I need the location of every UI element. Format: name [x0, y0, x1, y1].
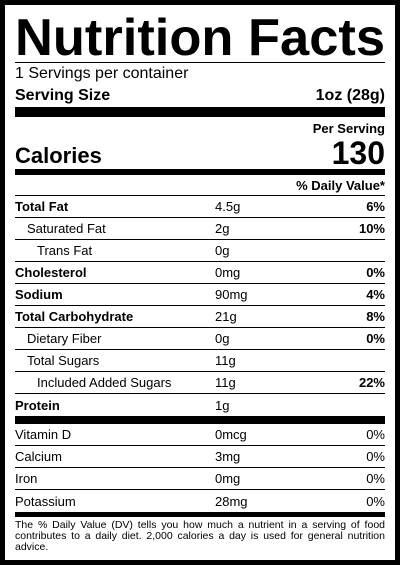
nutrient-name: Protein: [15, 397, 60, 413]
nutrient-row: Protein 1g: [15, 394, 385, 416]
nutrient-name: Sodium: [15, 287, 63, 302]
per-serving: Per Serving: [312, 121, 385, 136]
nutrient-amount: 0mg: [215, 471, 241, 486]
daily-value-header: % Daily Value*: [15, 175, 385, 196]
servings: 1 Servings per container: [15, 65, 189, 82]
nutrient-row: Total Carbohydrate 21g 8%: [15, 306, 385, 328]
nutrient-row: Potassium 28mg 0%: [15, 490, 385, 512]
nutrient-amount: 3mg: [215, 449, 241, 464]
serving-size-row: Serving Size 1oz (28g): [15, 85, 385, 107]
title-box: Nutrition Facts: [15, 9, 385, 63]
calories-value: 130: [331, 134, 385, 171]
nutrient-dv: 0%: [366, 427, 385, 442]
nutrient-row: Vitamin D 0mcg 0%: [15, 424, 385, 446]
nutrient-name: Potassium: [15, 493, 76, 509]
nutrient-dv: 0%: [366, 265, 385, 280]
title: Nutrition Facts: [15, 9, 385, 63]
nutrient-name: Cholesterol: [15, 265, 87, 280]
nutrient-amount: 90mg: [215, 287, 248, 302]
nutrient-row: Iron 0mg 0%: [15, 468, 385, 490]
nutrient-name: Calcium: [15, 449, 62, 464]
nutrient-name: Total Carbohydrate: [15, 309, 134, 324]
nutrient-amount: 1g: [215, 397, 230, 413]
nutrient-name: Dietary Fiber: [27, 331, 102, 346]
nutrient-row: Sodium 90mg 4%: [15, 284, 385, 306]
nutrient-amount: 28mg: [215, 493, 248, 509]
nutrient-name: Total Fat: [15, 199, 69, 214]
nutrient-dv: 10%: [358, 221, 385, 236]
nutrient-row: Dietary Fiber 0g 0%: [15, 328, 385, 350]
nutrient-amount: 21g: [215, 309, 237, 324]
nutrient-name: Trans Fat: [37, 243, 93, 258]
nutrient-amount: 4.5g: [215, 199, 241, 214]
vitamins: Vitamin D 0mcg 0% Calcium 3mg 0% Iron 0mg 0% Pota…: [15, 424, 385, 512]
nutrient-row: Trans Fat 0g: [15, 240, 385, 262]
nutrient-row: Calcium 3mg 0%: [15, 446, 385, 468]
nutrient-name: Included Added Sugars: [37, 375, 172, 390]
nutrient-row: Cholesterol 0mg 0%: [15, 262, 385, 284]
nutrient-dv: 0%: [366, 331, 385, 346]
footnote: The % Daily Value (DV) tells you how muc…: [15, 519, 385, 553]
nutrients: Total Fat 4.5g 6% Saturated Fat 2g 10% Trans F…: [15, 196, 385, 416]
nutrient-dv: 0%: [366, 449, 385, 464]
nutrient-dv: 0%: [366, 493, 385, 509]
nutrient-dv: 22%: [358, 375, 385, 390]
nutrient-amount: 0mcg: [215, 427, 247, 442]
nutrient-row: Saturated Fat 2g 10%: [15, 218, 385, 240]
nutrient-amount: 11g: [215, 353, 236, 368]
medium-bar: [15, 169, 385, 175]
thick-bar: [15, 416, 385, 424]
nutrient-amount: 2g: [215, 221, 230, 236]
nutrient-dv: 4%: [366, 287, 385, 302]
nutrient-amount: 11g: [215, 375, 236, 390]
nutrient-row: Total Fat 4.5g 6%: [15, 196, 385, 218]
serving-size-value: 1oz (28g): [315, 87, 385, 104]
nutrient-amount: 0mg: [215, 265, 241, 280]
nutrient-name: Vitamin D: [15, 427, 72, 442]
nutrient-name: Total Sugars: [27, 353, 100, 368]
thick-bar: [15, 107, 385, 117]
serving-size-label: Serving Size: [15, 87, 111, 104]
nutrient-dv: 6%: [366, 199, 385, 214]
nutrient-dv: 0%: [366, 471, 385, 486]
calories-label: Calories: [15, 143, 102, 168]
nutrient-amount: 0g: [215, 243, 230, 258]
medium-bar: [15, 512, 385, 517]
calories-row: Calories 130: [15, 134, 385, 171]
nutrient-row: Total Sugars 11g: [15, 350, 385, 372]
nutrient-row: Included Added Sugars 11g 22%: [15, 372, 385, 394]
nutrient-name: Iron: [15, 471, 38, 486]
nutrient-amount: 0g: [215, 331, 230, 346]
nutrient-dv: 8%: [366, 309, 385, 324]
nutrient-name: Saturated Fat: [27, 221, 106, 236]
